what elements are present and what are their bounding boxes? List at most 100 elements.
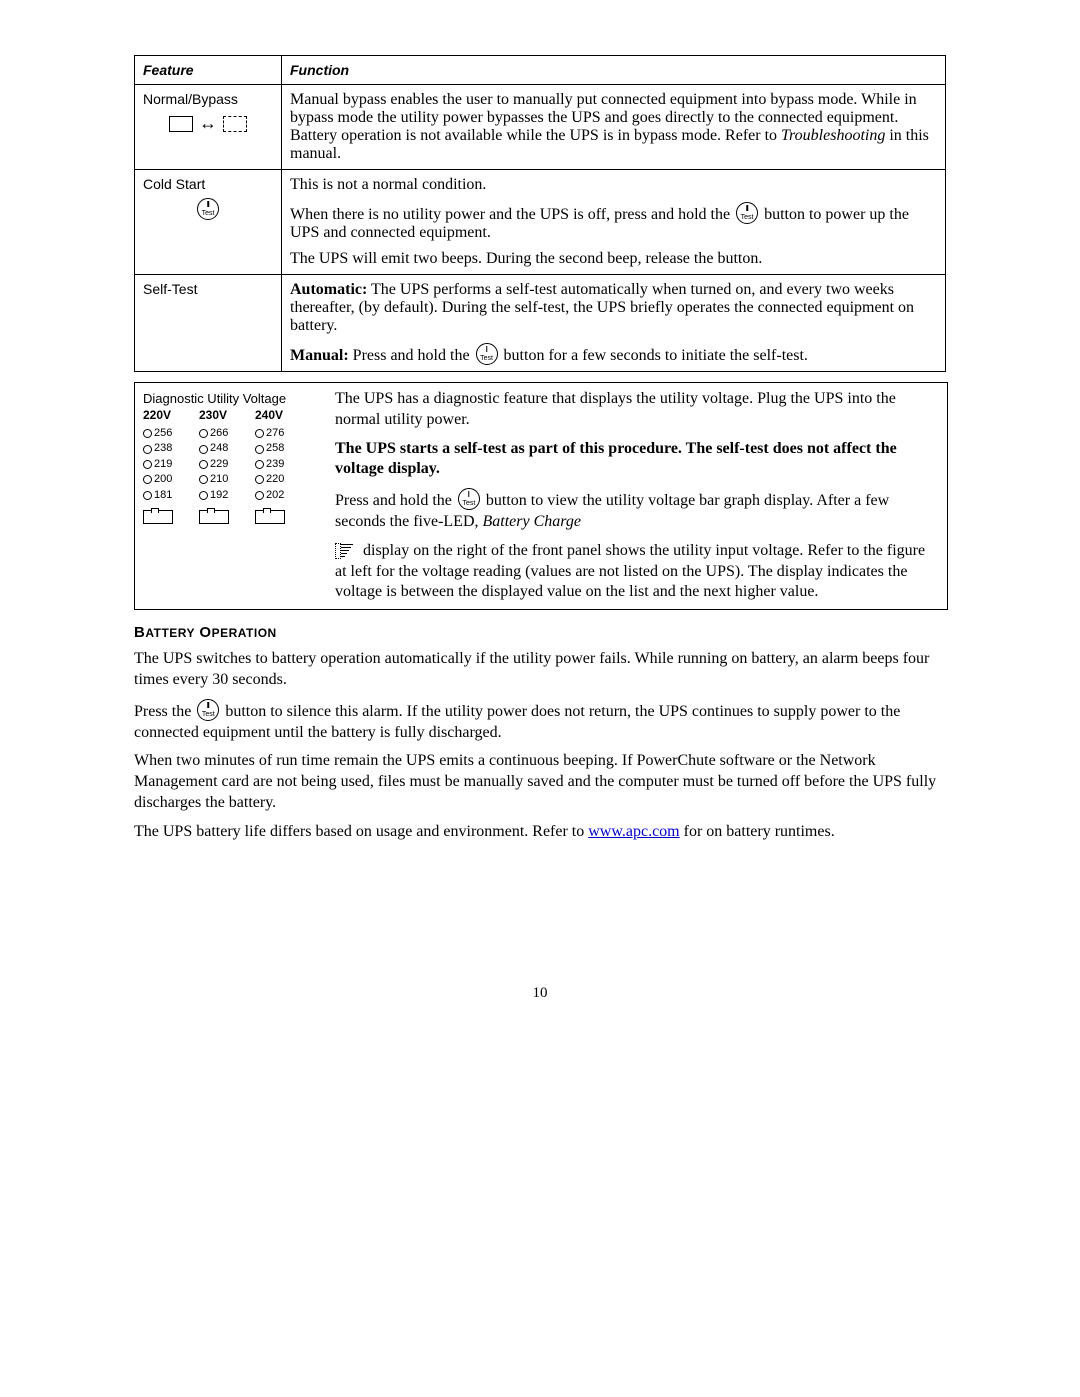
led-icon [199,475,208,484]
voltage-cell: 181 [143,488,199,503]
voltage-cell: 192 [199,488,255,503]
bypass-switch-icon: ↔ [143,113,273,134]
bar-graph-icon [335,542,355,558]
cold-start-p1: This is not a normal condition. [290,176,937,194]
voltage-value: 238 [154,441,172,456]
voltage-value: 202 [266,488,284,503]
function-cell: This is not a normal condition. When the… [282,170,946,275]
voltage-row: 200 210 220 [143,472,317,487]
function-cell: Automatic: The UPS performs a self-test … [282,275,946,372]
led-icon [255,460,264,469]
voltage-cell: 219 [143,457,199,472]
feature-label: Self-Test [143,281,273,297]
feature-function-table: Feature Function Normal/Bypass ↔ Manual … [134,55,946,372]
troubleshooting-ref: Troubleshooting [781,127,885,144]
battery-p1: The UPS switches to battery operation au… [134,649,946,691]
battery-p4: The UPS battery life differs based on us… [134,822,946,843]
voltage-cell: 202 [255,488,311,503]
page-number: 10 [0,985,1080,1002]
voltage-value: 229 [210,457,228,472]
test-button-icon [736,202,758,224]
voltage-row: 181 192 202 [143,488,317,503]
voltage-value: 276 [266,426,284,441]
cold-start-p3: The UPS will emit two beeps. During the … [290,250,937,268]
double-arrow-icon: ↔ [199,113,217,134]
led-icon [199,460,208,469]
voltage-value: 266 [210,426,228,441]
text-fragment: display on the right of the front panel … [335,542,925,601]
voltage-value: 248 [210,441,228,456]
voltage-value: 258 [266,441,284,456]
led-icon [143,475,152,484]
dip-switch-icon [143,510,173,524]
function-cell: Manual bypass enables the user to manual… [282,85,946,170]
diag-p2: The UPS starts a self-test as part of th… [335,439,937,481]
diag-p1: The UPS has a diagnostic feature that di… [335,389,937,431]
text-fragment: button to silence this alarm. If the uti… [134,703,900,741]
cold-start-p2: When there is no utility power and the U… [290,202,937,242]
col-240v: 240V [255,408,311,422]
manual-label: Manual: [290,347,349,364]
voltage-cell: 238 [143,441,199,456]
diag-p3: Press and hold the button to view the ut… [335,488,937,533]
led-icon [255,491,264,500]
text-fragment: for on battery runtimes. [680,823,835,840]
voltage-cell: 220 [255,472,311,487]
table-row: Self-Test Automatic: The UPS performs a … [135,275,946,372]
led-icon [199,429,208,438]
test-button-icon [476,343,498,365]
diag-description: The UPS has a diagnostic feature that di… [325,383,947,609]
section-battery-operation: BATTERY OPERATION [134,624,946,641]
table-row: Normal/Bypass ↔ Manual bypass enables th… [135,85,946,170]
test-button-icon [197,198,219,220]
led-icon [143,429,152,438]
voltage-value: 210 [210,472,228,487]
manual-page: Feature Function Normal/Bypass ↔ Manual … [0,0,1080,1397]
voltage-cell: 266 [199,426,255,441]
automatic-label: Automatic: [290,281,367,298]
voltage-cell: 248 [199,441,255,456]
self-test-manual: Manual: Press and hold the button for a … [290,343,937,365]
self-test-auto: Automatic: The UPS performs a self-test … [290,281,937,335]
led-icon [143,460,152,469]
battery-p2: Press the button to silence this alarm. … [134,699,946,744]
voltage-value: 256 [154,426,172,441]
voltage-cell: 200 [143,472,199,487]
feature-self-test: Self-Test [135,275,282,372]
dip-switch-icon [199,510,229,524]
voltage-value: 181 [154,488,172,503]
voltage-cell: 276 [255,426,311,441]
table-row: Cold Start This is not a normal conditio… [135,170,946,275]
text-fragment: Press and hold the [335,492,456,509]
led-icon [199,445,208,454]
feature-label: Cold Start [143,176,273,192]
led-icon [255,445,264,454]
led-icon [143,445,152,454]
apc-link[interactable]: www.apc.com [588,823,679,840]
voltage-selector-row [143,509,317,524]
voltage-row: 219 229 239 [143,457,317,472]
voltage-chart: Diagnostic Utility Voltage 220V 230V 240… [135,383,325,609]
test-button-icon [197,699,219,721]
led-icon [143,491,152,500]
feature-normal-bypass: Normal/Bypass ↔ [135,85,282,170]
diagnostic-voltage-box: Diagnostic Utility Voltage 220V 230V 240… [134,382,948,610]
text-fragment: Press the [134,703,195,720]
voltage-headers: 220V 230V 240V [143,408,317,422]
text-fragment: button for a few seconds to initiate the… [500,347,808,364]
led-icon [199,491,208,500]
test-button-icon [458,488,480,510]
automatic-text: The UPS performs a self-test automatical… [290,281,914,334]
th-feature: Feature [135,56,282,85]
voltage-row: 238 248 258 [143,441,317,456]
col-230v: 230V [199,408,255,422]
voltage-cell: 210 [199,472,255,487]
voltage-value: 219 [154,457,172,472]
switch-pos-b-icon [223,116,247,132]
voltage-cell: 239 [255,457,311,472]
voltage-value: 200 [154,472,172,487]
voltage-cell: 229 [199,457,255,472]
diag-title: Diagnostic Utility Voltage [143,391,317,406]
switch-pos-a-icon [169,116,193,132]
voltage-value: 220 [266,472,284,487]
